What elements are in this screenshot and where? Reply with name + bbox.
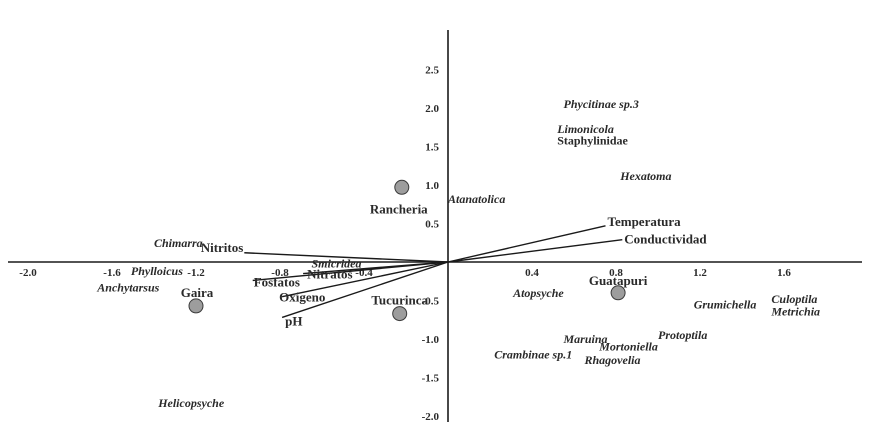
species-label-limonicola: Limonicola <box>556 122 614 136</box>
y-tick-labels: 2.5 2.0 1.5 1.0 0.5 -0.5 -1.0 -1.5 -2.0 <box>422 65 440 424</box>
y-tick-label: -1.0 <box>422 334 440 346</box>
species-label-chimarra: Chimarra <box>154 236 203 250</box>
species-label-smicridea: Smicridea <box>312 257 362 271</box>
site-label-tucurinca: Tucurinca <box>371 293 428 308</box>
vector-label-nitritos: Nitritos <box>201 240 244 255</box>
x-tick-label: -2.0 <box>19 267 37 279</box>
x-tick-label: 0.4 <box>525 267 539 279</box>
species-label-protoptila: Protoptila <box>658 328 707 342</box>
x-tick-label: -1.2 <box>187 267 205 279</box>
species-label-maruina: Maruina <box>563 332 608 346</box>
y-tick-label: -2.0 <box>422 411 440 423</box>
species-label-phylloicus: Phylloicus <box>131 264 183 278</box>
vector-label-temperatura: Temperatura <box>608 214 682 229</box>
vector-label-conductividad: Conductividad <box>624 232 707 247</box>
vector-temperatura <box>447 225 606 263</box>
y-tick-label: 2.0 <box>425 103 439 115</box>
vector-oxigeno <box>281 261 449 298</box>
vector-ph <box>281 261 449 319</box>
x-tick-label: 0.8 <box>609 267 623 279</box>
site-points: Rancheria Gaira Tucurinca Guatapuri <box>181 179 648 322</box>
species-label-anchytarsus: Anchytarsus <box>96 280 159 294</box>
vector-nitratos <box>303 261 449 275</box>
x-tick-label: 1.6 <box>777 267 791 279</box>
y-tick-label: 0.5 <box>425 219 439 231</box>
site-point-tucurinca <box>392 306 408 322</box>
vector-conductividad <box>447 238 623 263</box>
x-tick-label: -1.6 <box>103 267 121 279</box>
species-label-staphylinidae: Staphylinidae <box>557 133 628 147</box>
vector-label-oxigeno: Oxigeno <box>279 290 325 305</box>
species-label-mortoniella: Mortoniella <box>598 340 658 354</box>
site-label-rancheria: Rancheria <box>370 201 428 216</box>
site-point-gaira <box>188 298 204 314</box>
species-label-culoptila: Culoptila <box>771 292 817 306</box>
vector-label-ph: pH <box>285 313 302 328</box>
species-label-hexatoma: Hexatoma <box>619 169 671 183</box>
environmental-vectors: Temperatura Conductividad Nitritos Fosfatos… <box>201 214 708 329</box>
species-label-helicopsyche: Helicopsyche <box>157 396 225 410</box>
site-label-gaira: Gaira <box>181 285 214 300</box>
site-label-guatapuri: Guatapuri <box>589 273 648 288</box>
x-tick-labels: -2.0 -1.6 -1.2 -0.8 -0.4 0.4 0.8 1.2 1.6 <box>19 267 791 279</box>
site-point-rancheria <box>394 179 410 195</box>
species-label-metrichia: Metrichia <box>770 304 820 318</box>
x-tick-label: 1.2 <box>693 267 707 279</box>
vector-label-fosfatos: Fosfatos <box>254 274 300 289</box>
species-label-phycitinae-sp-3: Phycitinae sp.3 <box>564 97 639 111</box>
site-point-guatapuri <box>610 285 626 301</box>
species-label-atanatolica: Atanatolica <box>447 192 505 206</box>
vector-label-nitratos: Nitratos <box>307 267 353 282</box>
species-label-rhagovelia: Rhagovelia <box>584 353 641 367</box>
species-label-grumichella: Grumichella <box>694 297 757 311</box>
y-tick-label: -1.5 <box>422 373 440 385</box>
y-tick-label: 2.5 <box>425 65 439 77</box>
y-tick-label: 1.5 <box>425 142 439 154</box>
vector-nitritos <box>244 252 449 263</box>
species-label-crambinae-sp-1: Crambinae sp.1 <box>494 347 572 361</box>
y-tick-label: 1.0 <box>425 180 439 192</box>
x-tick-label: -0.8 <box>271 267 289 279</box>
species-label-atopsyche: Atopsyche <box>512 286 564 300</box>
y-tick-label: -0.5 <box>422 296 440 308</box>
